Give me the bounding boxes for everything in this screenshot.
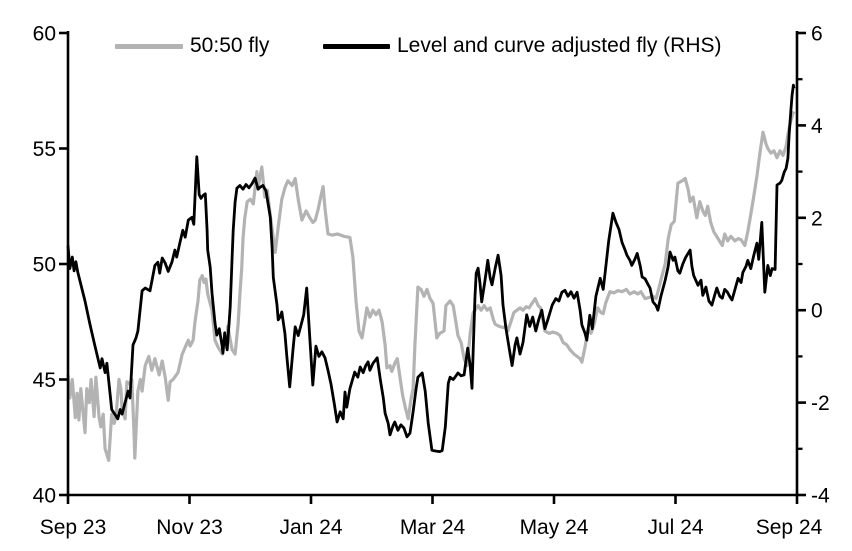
right-axis-tick-label: 4 [811,115,823,138]
x-axis-tick-label: Jul 24 [647,516,703,539]
x-axis-tick-label: Sep 24 [756,516,823,539]
series-line-level-and-curve-adjusted-fly-rhs- [66,83,796,454]
x-axis-tick-label: Sep 23 [40,516,107,539]
right-axis-tick-label: 0 [811,300,823,323]
x-axis-tick-label: May 24 [520,516,589,539]
right-axis-tick-label: 2 [811,207,823,230]
series-line-50-50-fly [66,110,796,462]
left-axis-tick-label: 45 [33,369,56,392]
left-axis-tick-label: 50 [33,254,56,277]
right-axis-tick-label: 6 [811,23,823,46]
left-axis-tick-label: 40 [33,485,56,508]
x-axis-tick-label: Jan 24 [279,516,342,539]
right-axis-tick-label: -4 [811,485,830,508]
left-axis-tick-label: 55 [33,138,56,161]
x-axis-tick-label: Mar 24 [400,516,466,539]
x-axis-tick-label: Nov 23 [156,516,223,539]
left-axis-tick-label: 60 [33,23,56,46]
right-axis-tick-label: -2 [811,392,830,415]
